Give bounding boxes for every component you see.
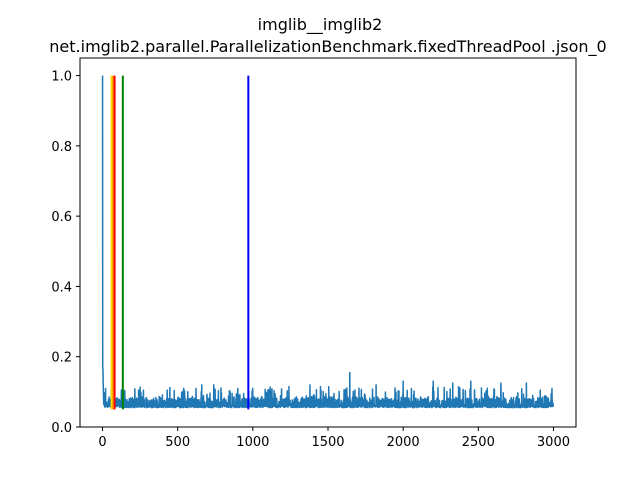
chart-title: imglib__imglib2 [258,15,383,35]
x-tick-label: 1500 [311,435,344,450]
y-tick-label: 0.0 [51,421,72,436]
axes: 0 500 1000 1500 2000 2500 3000 0.0 0.2 0.4 0.6 0.8 1… [51,57,577,450]
x-tick-label: 1000 [236,435,269,450]
y-tick-label: 0.4 [51,280,72,295]
x-tick-label: 500 [165,435,190,450]
chart-subtitle: net.imglib2.parallel.ParallelizationBenc… [49,37,606,57]
series-line [101,75,555,409]
y-tick-label: 0.8 [51,140,72,155]
y-tick-label: 1.0 [51,70,72,85]
y-tick-label: 0.6 [51,210,72,225]
y-tick-label: 0.2 [51,351,72,366]
x-tick-label: 2500 [462,435,495,450]
x-tick-label: 2000 [387,435,420,450]
plot-area [101,75,555,410]
x-tick-label: 0 [98,435,106,450]
x-tick-label: 3000 [537,435,570,450]
